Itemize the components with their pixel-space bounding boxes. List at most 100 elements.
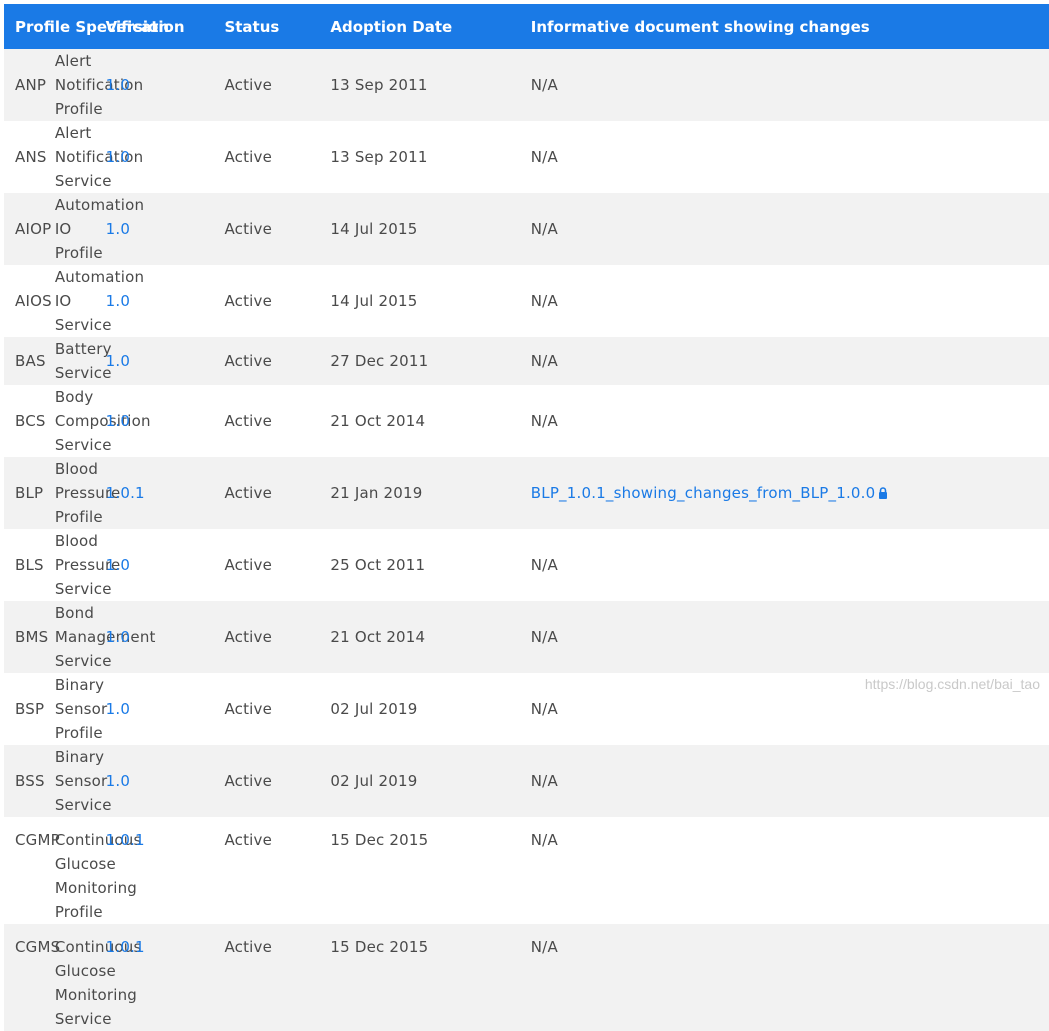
- spec-name: Automation IO Profile: [54, 196, 145, 262]
- version-link[interactable]: 1.0.1: [105, 484, 145, 502]
- header-adoption-date[interactable]: Adoption Date: [330, 4, 531, 49]
- status: Active: [224, 745, 331, 817]
- version-link[interactable]: 1.0: [105, 76, 131, 94]
- version-cell: 1.0: [105, 673, 225, 745]
- spec-name: Blood Pressure Profile: [54, 460, 121, 526]
- profile-spec-table: Profile Specification Version Status Ado…: [4, 4, 1049, 1031]
- spec-name-line2: Profile: [54, 903, 103, 921]
- spec-name-cell: Body Composition Service: [54, 385, 151, 457]
- adoption-date: 25 Oct 2011: [330, 529, 531, 601]
- doc-na: N/A: [530, 76, 558, 94]
- version-link[interactable]: 1.0: [105, 628, 131, 646]
- version-cell: 1.0.1: [105, 924, 225, 1031]
- spec-abbr: BAS: [4, 337, 55, 385]
- status: Active: [224, 529, 331, 601]
- doc-na: N/A: [530, 628, 558, 646]
- header-informative-document[interactable]: Informative document showing changes: [530, 4, 1049, 49]
- spec-abbr: AIOP: [4, 193, 55, 265]
- version-cell: 1.0: [105, 601, 225, 673]
- doc-na: N/A: [530, 938, 558, 956]
- spec-name: Battery Service: [54, 340, 112, 382]
- doc-cell: N/A: [530, 121, 1049, 193]
- version-cell: 1.0: [105, 745, 225, 817]
- doc-cell: N/A: [530, 601, 1049, 673]
- table-row: AIOP Automation IO Profile 1.0 Active 14 Jul…: [4, 193, 1049, 265]
- version-cell: 1.0: [105, 121, 225, 193]
- spec-name-cell: Blood Pressure Profile: [54, 457, 120, 529]
- table-row: CGMP Continuous Glucose Monitoring Profile…: [4, 817, 1049, 924]
- version-link[interactable]: 1.0.1: [105, 831, 145, 849]
- spec-name-cell: Battery Service: [54, 337, 112, 385]
- header-row: Profile Specification Version Status Ado…: [4, 4, 1049, 49]
- table-row: BLS Blood Pressure Service 1.0 Active 25 Oct…: [4, 529, 1049, 601]
- version-link[interactable]: 1.0: [105, 556, 131, 574]
- table-row: AIOS Automation IO Service 1.0 Active 14 Jul…: [4, 265, 1049, 337]
- version-cell: 1.0: [105, 337, 225, 385]
- adoption-date: 27 Dec 2011: [330, 337, 531, 385]
- status: Active: [224, 265, 331, 337]
- status: Active: [224, 457, 331, 529]
- table-row: BAS Battery Service 1.0 Active 27 Dec 2011 N/…: [4, 337, 1049, 385]
- version-link[interactable]: 1.0: [105, 352, 131, 370]
- header-version[interactable]: Version: [105, 4, 225, 49]
- spec-name-cell: Automation IO Service: [54, 265, 144, 337]
- doc-cell: N/A: [530, 265, 1049, 337]
- spec-abbr: BLP: [4, 457, 55, 529]
- status: Active: [224, 49, 331, 121]
- table-row: BLP Blood Pressure Profile 1.0.1 Active 21 J…: [4, 457, 1049, 529]
- doc-na: N/A: [530, 220, 558, 238]
- version-link[interactable]: 1.0: [105, 412, 131, 430]
- status: Active: [224, 385, 331, 457]
- version-cell: 1.0.1: [105, 457, 225, 529]
- adoption-date: 14 Jul 2015: [330, 193, 531, 265]
- spec-name: Alert Notification Service: [54, 124, 144, 190]
- doc-cell: N/A: [530, 924, 1049, 1031]
- version-cell: 1.0: [105, 49, 225, 121]
- spec-abbr: BMS: [4, 601, 55, 673]
- watermark: https://blog.csdn.net/bai_tao: [864, 676, 1040, 692]
- adoption-date: 21 Oct 2014: [330, 385, 531, 457]
- status: Active: [224, 121, 331, 193]
- spec-abbr: BSP: [4, 673, 55, 745]
- version-link[interactable]: 1.0.1: [105, 938, 145, 956]
- adoption-date: 13 Sep 2011: [330, 121, 531, 193]
- table-row: BCS Body Composition Service 1.0 Active 21 O…: [4, 385, 1049, 457]
- doc-na: N/A: [530, 412, 558, 430]
- table-row: CGMS Continuous Glucose Monitoring Service…: [4, 924, 1049, 1031]
- table-body: ANP Alert Notification Profile 1.0 Active 13…: [4, 49, 1049, 1031]
- version-cell: 1.0: [105, 529, 225, 601]
- spec-name: Bond Management Service: [54, 604, 156, 670]
- doc-cell: N/A: [530, 337, 1049, 385]
- adoption-date: 15 Dec 2015: [330, 924, 531, 1031]
- doc-na: N/A: [530, 292, 558, 310]
- spec-abbr: BCS: [4, 385, 55, 457]
- spec-name-cell: Bond Management Service: [54, 601, 155, 673]
- adoption-date: 21 Oct 2014: [330, 601, 531, 673]
- spec-abbr: BSS: [4, 745, 55, 817]
- spec-abbr: CGMS: [4, 924, 60, 1031]
- doc-na: N/A: [530, 148, 558, 166]
- adoption-date: 15 Dec 2015: [330, 817, 531, 924]
- version-link[interactable]: 1.0: [105, 148, 131, 166]
- doc-na: N/A: [530, 700, 558, 718]
- spec-name-line2: Service: [54, 1010, 112, 1028]
- spec-abbr: BLS: [4, 529, 55, 601]
- adoption-date: 02 Jul 2019: [330, 745, 531, 817]
- spec-name-cell: Blood Pressure Service: [54, 529, 120, 601]
- version-link[interactable]: 1.0: [105, 700, 131, 718]
- status: Active: [224, 337, 331, 385]
- spec-abbr: ANP: [4, 49, 55, 121]
- spec-name-cell: Binary Sensor Profile: [54, 673, 107, 745]
- version-link[interactable]: 1.0: [105, 292, 131, 310]
- version-link[interactable]: 1.0: [105, 220, 131, 238]
- spec-name-cell: Binary Sensor Service: [54, 745, 111, 817]
- adoption-date: 02 Jul 2019: [330, 673, 531, 745]
- header-status[interactable]: Status: [224, 4, 331, 49]
- table-row: ANP Alert Notification Profile 1.0 Active 13…: [4, 49, 1049, 121]
- status: Active: [224, 193, 331, 265]
- version-link[interactable]: 1.0: [105, 772, 131, 790]
- spec-abbr: CGMP: [4, 817, 60, 924]
- doc-cell: N/A: [530, 745, 1049, 817]
- header-profile-specification[interactable]: Profile Specification: [4, 4, 185, 49]
- doc-link[interactable]: BLP_1.0.1_showing_changes_from_BLP_1.0.0: [531, 484, 889, 502]
